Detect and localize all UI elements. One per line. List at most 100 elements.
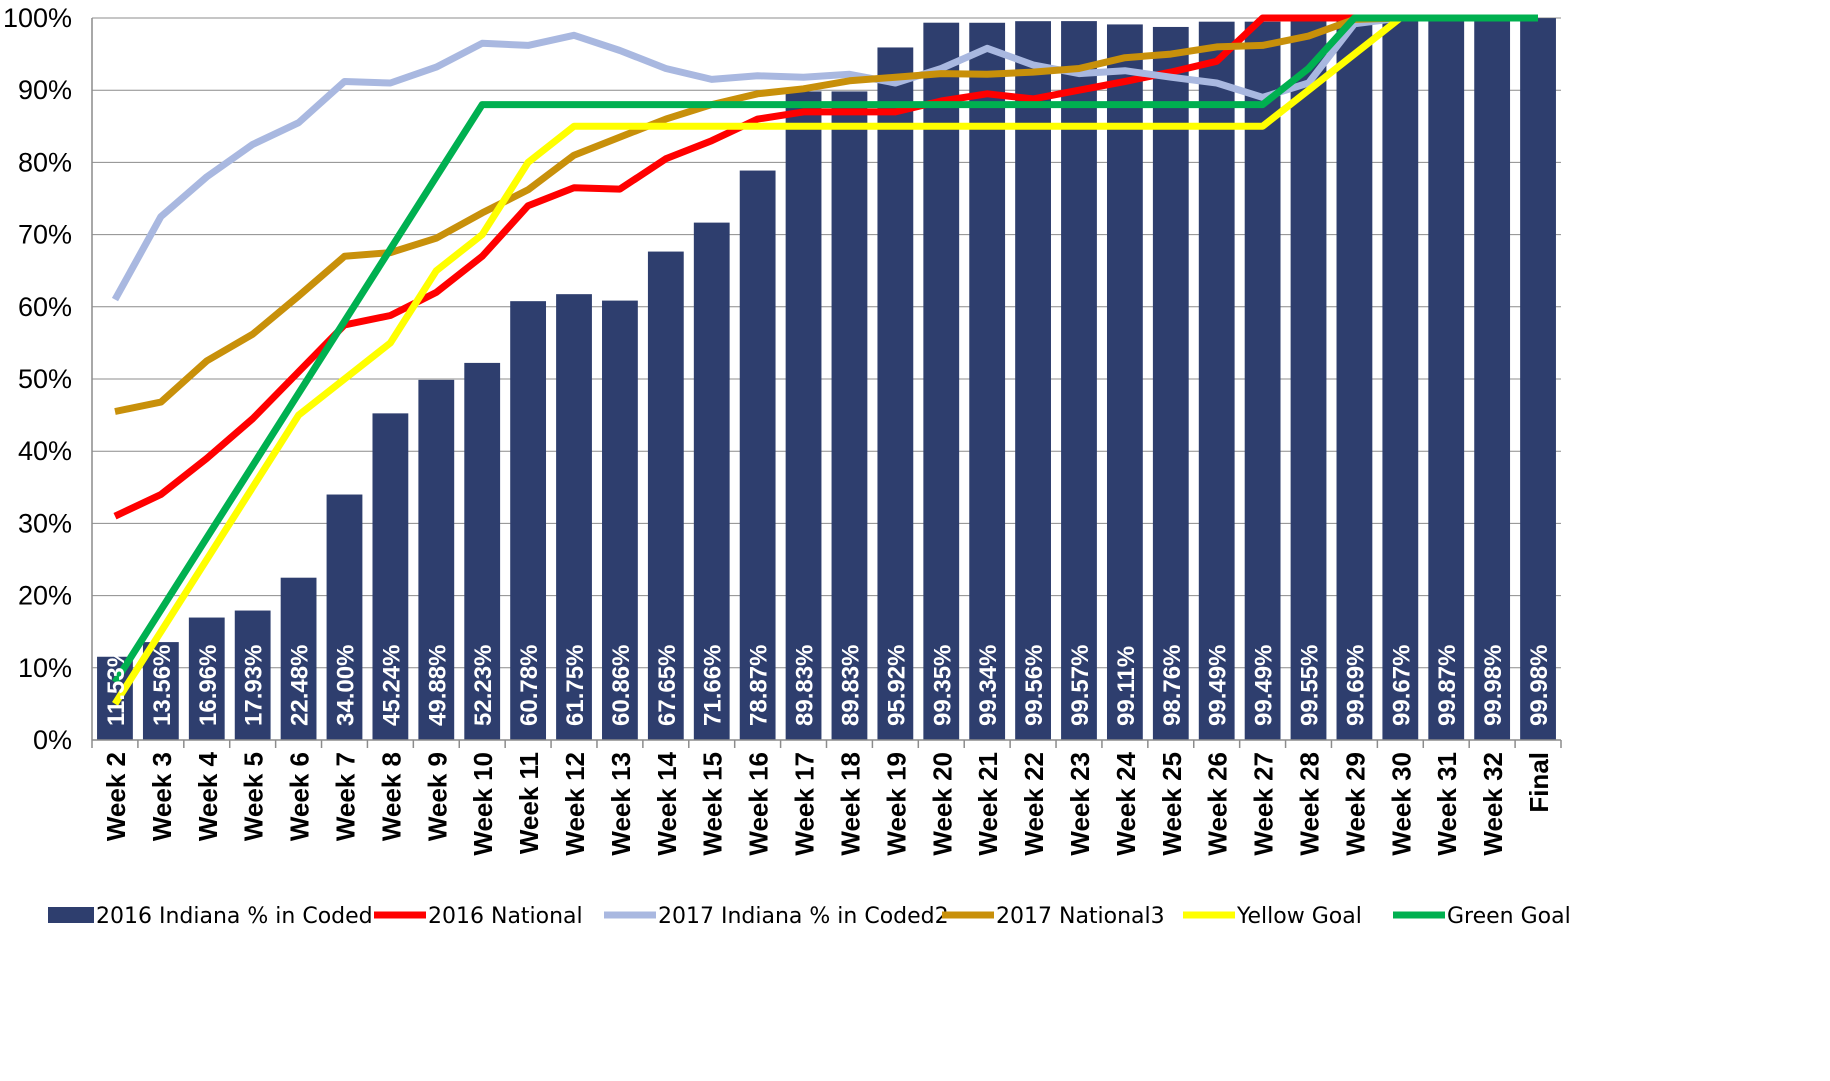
axes <box>91 18 1562 748</box>
line-2016-national <box>113 14 1538 520</box>
legend-label: 2016 National <box>428 904 583 929</box>
x-tick-label: Week 3 <box>147 752 177 841</box>
y-tick-label: 0% <box>33 725 72 755</box>
bar-data-label: 89.83% <box>792 645 819 726</box>
bar <box>1106 24 1143 741</box>
bar-data-label: 99.98% <box>1526 645 1553 726</box>
x-tick-label: Week 31 <box>1432 752 1462 856</box>
bar-data-label: 99.67% <box>1388 645 1415 726</box>
x-tick-label: Week 24 <box>1111 751 1141 855</box>
bar-data-label: 16.96% <box>195 645 222 726</box>
bar-data-label: 99.87% <box>1434 645 1461 726</box>
x-tick-label: Week 27 <box>1249 752 1279 856</box>
y-tick-label: 70% <box>18 220 72 250</box>
x-tick-label: Week 23 <box>1065 752 1095 856</box>
bar <box>1382 20 1419 740</box>
x-tick-label: Week 28 <box>1295 752 1325 856</box>
bar <box>1474 18 1511 740</box>
bar <box>1428 18 1465 741</box>
bar <box>510 301 547 740</box>
bar <box>1336 20 1373 740</box>
y-tick-label: 40% <box>18 436 72 466</box>
bar-series <box>97 18 1556 741</box>
x-tick-label: Week 17 <box>790 752 820 856</box>
y-tick-label: 20% <box>18 581 72 611</box>
x-tick-label: Week 12 <box>560 752 590 856</box>
legend-label: 2017 Indiana % in Coded2 <box>658 904 949 929</box>
x-tick-label: Week 13 <box>606 752 636 856</box>
bar <box>923 22 960 741</box>
y-tick-label: 60% <box>18 292 72 322</box>
bar-data-label: 99.34% <box>975 645 1002 726</box>
x-tick-label: Week 11 <box>514 752 544 854</box>
legend-label: 2017 National3 <box>996 904 1165 929</box>
bar <box>1152 26 1189 740</box>
x-tick-label: Week 25 <box>1157 752 1187 856</box>
bar-data-label: 78.87% <box>746 645 773 726</box>
bar <box>1290 21 1327 740</box>
bar-data-label: 89.83% <box>837 645 864 726</box>
bar <box>1198 21 1235 741</box>
bar <box>1015 21 1051 740</box>
y-tick-label: 90% <box>18 75 72 105</box>
bar <box>602 300 638 740</box>
bar <box>556 294 592 740</box>
bar-data-label: 22.48% <box>287 645 314 726</box>
legend-label: Green Goal <box>1447 904 1571 929</box>
line-2017-indiana-in-coded2 <box>111 14 1538 302</box>
line-2017-national3 <box>114 14 1538 415</box>
bar <box>188 617 225 740</box>
bar <box>877 47 914 741</box>
bar <box>739 170 776 740</box>
legend-label: 2016 Indiana % in Coded <box>96 904 373 929</box>
x-tick-label: Final <box>1524 752 1554 813</box>
x-tick-label: Week 7 <box>330 752 360 841</box>
y-tick-label: 50% <box>18 364 72 394</box>
x-tick-label: Week 29 <box>1340 752 1370 856</box>
bar-data-label: 99.56% <box>1021 645 1048 726</box>
bar-data-label: 34.00% <box>332 645 359 726</box>
x-tick-label: Week 14 <box>652 751 682 855</box>
bar-data-label: 95.92% <box>883 645 910 726</box>
line-green-goal <box>112 14 1538 685</box>
line-yellow-goal <box>112 14 1538 706</box>
x-tick-label: Week 15 <box>698 752 728 856</box>
bar-data-label: 99.98% <box>1480 645 1507 726</box>
legend-swatch <box>48 907 94 923</box>
x-tick-label: Week 21 <box>973 752 1003 856</box>
x-tick-label: Week 32 <box>1478 752 1508 856</box>
x-tick-label: Week 18 <box>835 752 865 856</box>
bar-data-label: 98.76% <box>1159 645 1186 726</box>
x-tick-label: Week 8 <box>376 752 406 841</box>
bar <box>785 91 822 741</box>
x-tick-label: Week 19 <box>881 752 911 856</box>
bar-data-label: 13.56% <box>149 645 176 726</box>
y-tick-label: 100% <box>3 3 72 33</box>
bar-data-label: 99.55% <box>1297 645 1324 726</box>
bar <box>969 22 1006 741</box>
bar <box>1520 18 1556 740</box>
line-series <box>111 14 1538 706</box>
bar-data-label: 99.49% <box>1205 645 1232 726</box>
bar <box>647 251 684 740</box>
bar <box>693 222 730 740</box>
x-tick-label: Week 9 <box>422 752 452 841</box>
bar-data-label: 99.69% <box>1342 645 1369 726</box>
legend-label: Yellow Goal <box>1236 904 1362 929</box>
bar <box>831 91 868 741</box>
bar-data-label: 99.11% <box>1113 646 1140 726</box>
bar <box>142 642 179 740</box>
bar <box>1244 21 1281 741</box>
bar-data-label: 99.57% <box>1067 645 1094 726</box>
bar-data-label: 60.86% <box>608 645 635 726</box>
bar-data-label: 71.66% <box>700 645 727 726</box>
bar <box>464 362 501 740</box>
bar-data-label: 60.78% <box>516 645 543 726</box>
bar <box>234 610 271 740</box>
bar-data-label: 99.35% <box>929 645 956 726</box>
legend: 2016 Indiana % in Coded 2016 National 2017… <box>48 904 1571 929</box>
x-tick-label: Week 16 <box>744 752 774 856</box>
y-tick-label: 80% <box>18 147 72 177</box>
bar <box>418 379 455 740</box>
